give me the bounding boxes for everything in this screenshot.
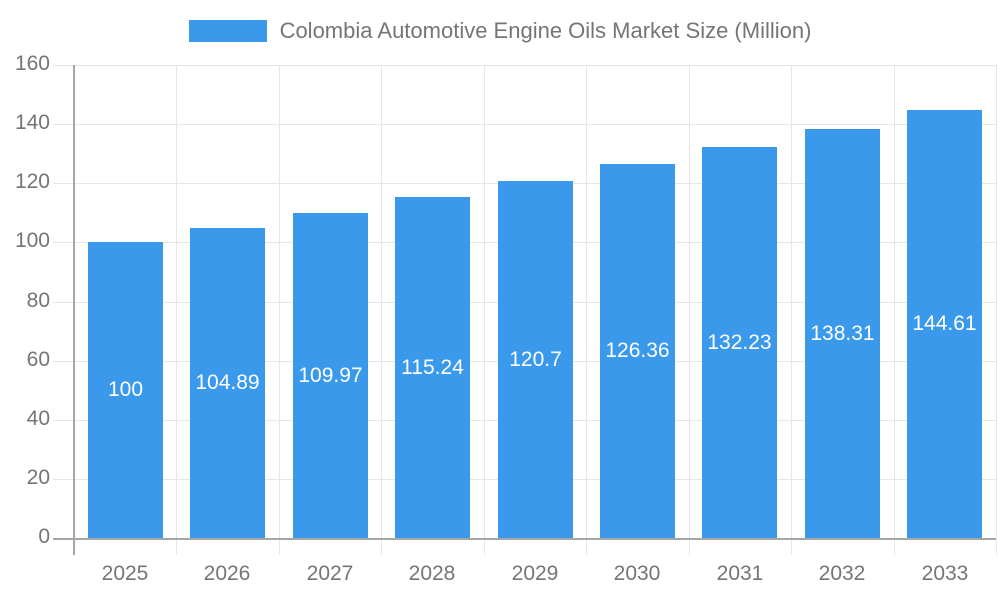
bar-value-label: 100 bbox=[107, 378, 144, 401]
gridline-vertical bbox=[279, 65, 280, 538]
x-axis-category-label: 2025 bbox=[101, 562, 149, 585]
bar-value-label: 109.97 bbox=[298, 363, 363, 387]
x-axis-category-label: 2029 bbox=[511, 562, 559, 585]
x-axis-category-label: 2027 bbox=[306, 562, 354, 585]
bar-2030[interactable]: 126.36 bbox=[600, 164, 675, 538]
bar-2029[interactable]: 120.7 bbox=[498, 181, 573, 538]
x-axis-tick bbox=[279, 538, 280, 555]
gridline-vertical bbox=[996, 65, 997, 538]
legend: Colombia Automotive Engine Oils Market S… bbox=[0, 17, 1000, 44]
y-axis-tick-label: 160 bbox=[14, 52, 50, 75]
legend-label: Colombia Automotive Engine Oils Market S… bbox=[279, 18, 812, 43]
y-axis-tick-label: 60 bbox=[26, 348, 50, 371]
gridline-vertical bbox=[894, 65, 895, 538]
y-axis-tick-label: 80 bbox=[26, 289, 50, 312]
gridline-vertical bbox=[791, 65, 792, 538]
bar-2025[interactable]: 100 bbox=[88, 242, 163, 538]
bar-2033[interactable]: 144.61 bbox=[907, 110, 982, 538]
y-axis-tick-label: 120 bbox=[14, 170, 50, 193]
x-axis-category-label: 2026 bbox=[203, 562, 251, 585]
bar-value-label: 138.31 bbox=[810, 321, 875, 345]
gridline-vertical bbox=[689, 65, 690, 538]
gridline-vertical bbox=[484, 65, 485, 538]
bar-value-label: 120.7 bbox=[509, 347, 562, 371]
x-axis-line bbox=[53, 538, 996, 540]
x-axis-category-label: 2033 bbox=[921, 562, 969, 585]
gridline-vertical bbox=[176, 65, 177, 538]
x-axis-category-label: 2028 bbox=[408, 562, 456, 585]
bar-value-label: 126.36 bbox=[605, 339, 670, 362]
x-axis-tick bbox=[381, 538, 382, 555]
x-axis-tick bbox=[586, 538, 587, 555]
gridline-vertical bbox=[586, 65, 587, 538]
y-axis-tick-label: 40 bbox=[26, 407, 50, 430]
gridline-horizontal bbox=[53, 124, 996, 125]
y-axis-tick-label: 140 bbox=[14, 111, 50, 134]
bar-value-label: 144.61 bbox=[912, 312, 977, 335]
x-axis-tick bbox=[176, 538, 177, 555]
x-axis-tick bbox=[484, 538, 485, 555]
x-axis-category-label: 2032 bbox=[818, 562, 866, 585]
y-axis-line bbox=[73, 65, 75, 555]
bar-value-label: 115.24 bbox=[401, 355, 464, 379]
bar-2027[interactable]: 109.97 bbox=[293, 213, 368, 538]
bar-2026[interactable]: 104.89 bbox=[190, 228, 265, 538]
x-axis-tick bbox=[689, 538, 690, 555]
y-axis-tick-label: 100 bbox=[14, 229, 50, 252]
y-axis-tick-label: 20 bbox=[26, 466, 50, 489]
legend-swatch-icon bbox=[188, 19, 267, 42]
y-axis-tick-label: 0 bbox=[38, 525, 50, 548]
x-axis-category-label: 2030 bbox=[613, 562, 661, 585]
bar-2028[interactable]: 115.24 bbox=[395, 197, 470, 538]
x-axis-tick bbox=[894, 538, 895, 555]
bar-2032[interactable]: 138.31 bbox=[805, 129, 880, 538]
x-axis-tick bbox=[791, 538, 792, 555]
gridline-horizontal bbox=[53, 65, 996, 66]
gridline-vertical bbox=[381, 65, 382, 538]
x-axis-tick bbox=[996, 538, 997, 555]
bar-value-label: 104.89 bbox=[195, 371, 260, 394]
bar-2031[interactable]: 132.23 bbox=[702, 147, 777, 538]
x-axis-category-label: 2031 bbox=[716, 562, 764, 585]
bar-value-label: 132.23 bbox=[707, 330, 772, 354]
